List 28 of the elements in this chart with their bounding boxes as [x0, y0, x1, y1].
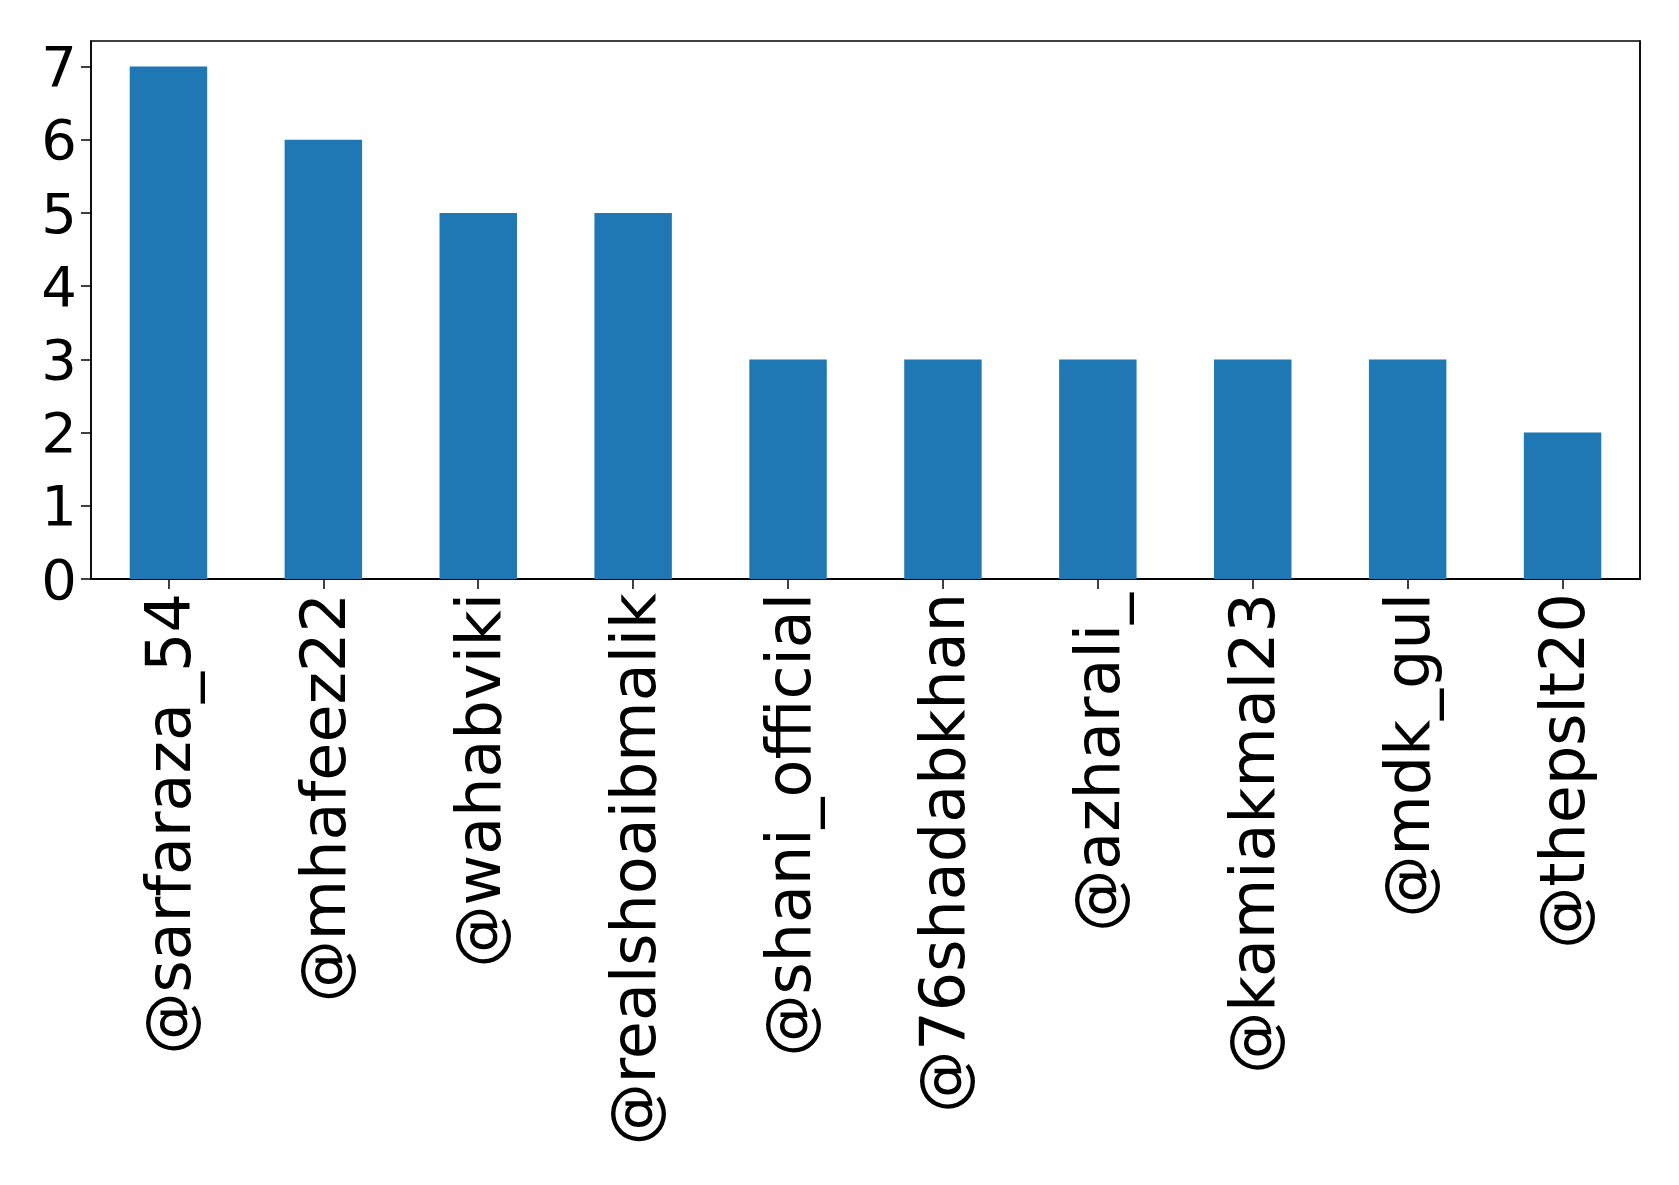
bar	[749, 359, 827, 579]
x-tick-label: @76shadabkhan	[906, 593, 980, 1113]
y-tick-label: 4	[41, 253, 77, 319]
bar	[1368, 359, 1447, 579]
bar	[1214, 359, 1292, 579]
y-tick-label: 7	[41, 34, 77, 100]
bar	[904, 359, 982, 579]
x-tick-label: @mdk_gul	[1371, 593, 1445, 918]
x-tick-label: @wahabviki	[441, 593, 515, 968]
y-tick-label: 1	[41, 473, 77, 539]
x-tick-label: @realshoaibmalik	[596, 592, 670, 1146]
bar	[439, 213, 517, 579]
x-tick-label: @sarfaraza_54	[131, 593, 205, 1055]
y-tick-label: 6	[41, 107, 77, 173]
x-tick-label: @shani_official	[751, 593, 825, 1057]
bar	[1059, 359, 1137, 579]
y-tick-label: 5	[41, 180, 77, 246]
y-tick-label: 2	[41, 400, 77, 466]
x-tick-label: @kamiakmal23	[1216, 593, 1290, 1074]
x-tick-label: @thepslt20	[1526, 593, 1600, 949]
bar	[1523, 432, 1602, 579]
y-tick-label: 3	[41, 326, 77, 392]
bar	[129, 66, 208, 579]
y-tick-label: 0	[41, 546, 77, 612]
bar	[284, 139, 363, 579]
bar	[594, 213, 672, 579]
x-tick-label: @mhafeez22	[286, 593, 360, 1003]
x-tick-label: @azharali_	[1061, 592, 1135, 932]
